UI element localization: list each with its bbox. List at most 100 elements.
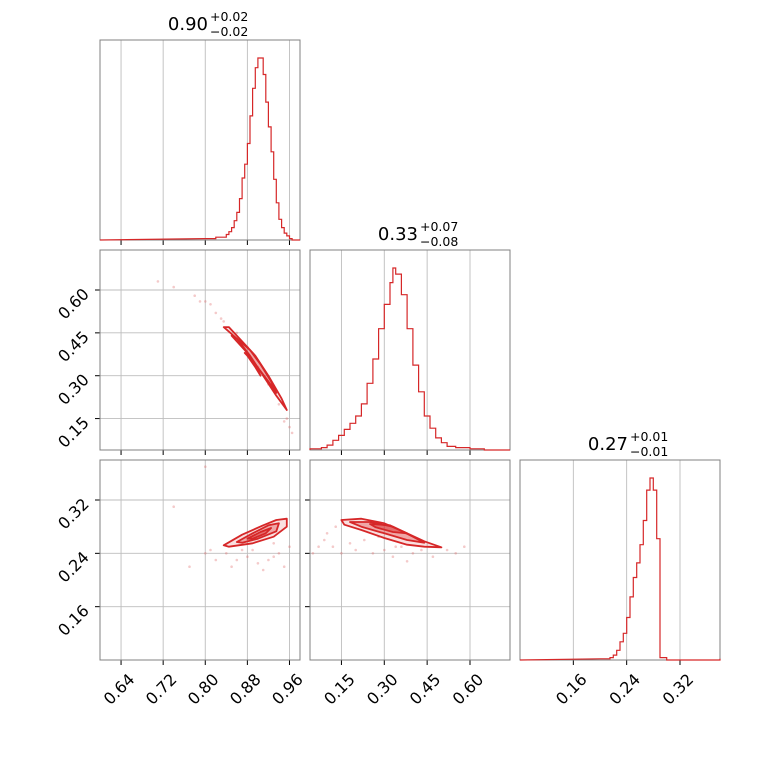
pair-0-1-contour-1	[230, 334, 278, 394]
pair-0-2-sample-point	[272, 542, 275, 545]
title-1: 0.33 +0.07−0.08	[378, 219, 458, 249]
pair-0-2-sample-point	[240, 548, 244, 552]
pair-0-1-sample-point	[222, 320, 225, 323]
pair-0-2-sample-point	[225, 552, 228, 555]
pair-1-2-contour-0	[340, 517, 443, 549]
pair-0-2-xtick-label: 0.80	[184, 670, 223, 709]
pair-1-2-sample-point	[363, 538, 366, 542]
hist-2-xtick-label: 0.16	[552, 670, 591, 709]
pair-0-1-sample-point	[288, 425, 291, 429]
pair-0-2-sample-point	[256, 562, 260, 565]
pair-0-2-xtick-label: 0.88	[226, 670, 265, 709]
title-value-0: 0.90	[168, 14, 208, 35]
hist-panel-2: 0.16 0.24 0.32	[519, 459, 721, 709]
hist-panel-0-frame	[99, 39, 301, 241]
title-minus-0: −0.02	[210, 24, 248, 39]
pair-1-2-sample-point	[340, 552, 343, 555]
hist-panel-1-frame	[309, 249, 511, 451]
panel-layer: 0.16 0.24 0.320.150.300.450.600.64 0.72 0.80…	[54, 39, 721, 709]
pair-0-1-sample-point	[214, 311, 218, 315]
pair-0-1-sample-point	[172, 285, 175, 289]
pair-0-2-sample-point	[261, 568, 265, 572]
pair-0-1-sample-point	[156, 280, 160, 283]
pair-0-1-sample-point	[277, 403, 281, 406]
histogram-0	[99, 57, 300, 241]
title-minus-2: −0.01	[630, 444, 668, 459]
title-minus-1: −0.08	[420, 234, 458, 249]
pair-0-2-sample-point	[277, 552, 281, 555]
title-value-2: 0.27	[588, 434, 628, 455]
title-value-1: 0.33	[378, 224, 418, 245]
pair-1-2-sample-point	[371, 552, 375, 555]
histogram-2	[519, 477, 721, 661]
pair-0-1-sample-point	[282, 420, 286, 423]
pair-0-2-ytick-label: 0.16	[54, 601, 93, 640]
pair-0-2-sample-point	[251, 548, 254, 552]
pair-0-1-sample-point	[198, 300, 202, 303]
pair-0-1-sample-point	[209, 303, 212, 306]
pair-0-1-ytick-label: 0.30	[54, 370, 93, 409]
pair-1-2-contour-2	[369, 523, 408, 535]
pair-0-2-sample-point	[267, 558, 270, 562]
pair-0-2-sample-point	[230, 565, 233, 568]
pair-0-2-xtick-label: 0.96	[268, 670, 307, 709]
pair-1-2-xtick-label: 0.60	[449, 670, 488, 709]
pair-0-1-contour-2	[243, 352, 262, 377]
pair-0-1-sample-point	[219, 317, 223, 320]
hist-panel-1	[309, 249, 511, 455]
pair-0-1-frame	[99, 249, 301, 451]
pair-0-1-ytick-label: 0.45	[54, 327, 93, 366]
title-0: 0.90 +0.02−0.02	[168, 9, 248, 39]
pair-1-2-sample-point	[454, 552, 457, 555]
title-plus-2: +0.01	[630, 429, 668, 444]
pair-0-1-ytick-label: 0.15	[54, 413, 93, 452]
pair-1-2-frame	[309, 459, 511, 661]
pair-1-2-sample-point	[311, 552, 315, 555]
hist-panel-0	[99, 39, 301, 245]
pair-0-2-sample-point	[272, 555, 275, 558]
pair-0-2-xtick-label: 0.64	[100, 670, 139, 709]
pair-1-2-sample-point	[354, 548, 357, 552]
pair-0-2-sample-point	[209, 548, 212, 552]
pair-0-2-sample-point	[214, 558, 218, 562]
pair-1-2-contour-1	[349, 521, 426, 544]
pair-1-2-sample-point	[334, 525, 337, 528]
pair-1-2-sample-point	[431, 555, 435, 558]
pair-1-2-sample-point	[325, 532, 329, 535]
pair-0-2-sample-point	[282, 565, 286, 568]
pair-0-1-ytick-label: 0.60	[54, 284, 93, 323]
pair-0-2-sample-point	[204, 552, 207, 555]
pair-0-1-panel: 0.15 0.30 0.45 0.60	[54, 249, 301, 455]
pair-0-2-sample-point	[288, 545, 291, 548]
pair-1-2-sample-point	[323, 538, 326, 542]
pair-1-2-sample-point	[391, 555, 395, 558]
pair-0-2-panel: 0.64 0.72 0.80 0.88 0.96 0.16 0.24 0.32	[54, 459, 307, 709]
pair-1-2-xtick-label: 0.30	[363, 670, 402, 709]
pair-1-2-sample-point	[463, 545, 466, 548]
pair-1-2-xtick-label: 0.45	[406, 670, 445, 709]
hist-panel-2-frame	[519, 459, 721, 661]
pair-0-2-frame	[99, 459, 301, 661]
pair-1-2-sample-point	[411, 552, 415, 555]
title-plus-0: +0.02	[210, 9, 248, 24]
pair-0-1-sample-point	[290, 431, 294, 435]
pair-0-2-contour-2	[246, 527, 273, 540]
pair-0-2-xtick-label: 0.72	[142, 670, 181, 709]
pair-1-2-sample-point	[445, 548, 449, 552]
pair-0-2-ytick-label: 0.24	[54, 548, 93, 587]
pair-0-2-sample-point	[246, 555, 249, 558]
title-layer: 0.90 +0.02−0.020.33 +0.07−0.080.27 +0.01−0.…	[168, 9, 668, 459]
hist-2-xtick-label: 0.24	[605, 670, 644, 709]
pair-0-2-sample-point	[204, 465, 207, 468]
pair-1-2-panel: 0.15 0.30 0.45 0.60	[305, 459, 511, 709]
pair-1-2-sample-point	[383, 548, 386, 552]
pair-1-2-sample-point	[420, 548, 423, 552]
title-2: 0.27 +0.01−0.01	[588, 429, 668, 459]
pair-1-2-sample-point	[317, 545, 320, 548]
pair-0-2-sample-point	[235, 558, 239, 562]
pair-0-1-sample-point	[204, 300, 207, 303]
pair-1-2-sample-point	[400, 545, 403, 548]
pair-0-2-sample-point	[188, 565, 191, 568]
